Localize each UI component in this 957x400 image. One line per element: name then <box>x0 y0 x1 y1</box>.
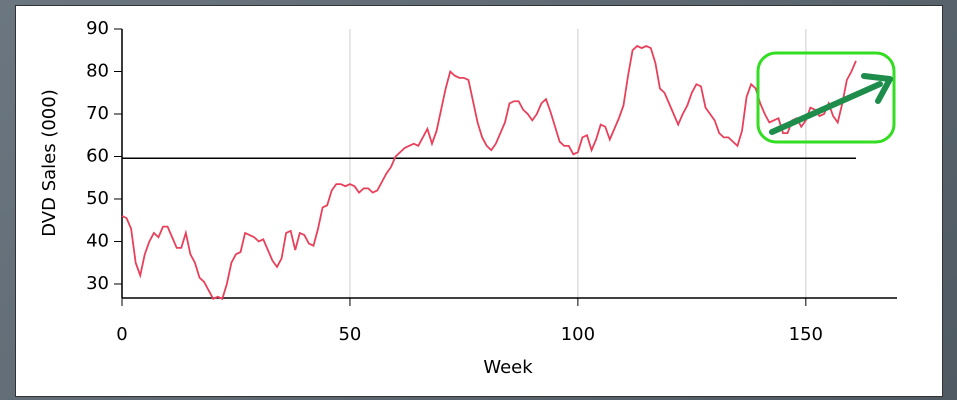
y-tick-label: 30 <box>86 273 109 294</box>
x-tick-label: 100 <box>561 324 595 345</box>
x-tick-label: 0 <box>116 324 127 345</box>
y-axis-title: DVD Sales (000) <box>39 89 60 236</box>
y-tick-label: 50 <box>86 188 109 209</box>
data-line <box>121 44 857 301</box>
y-tick-label: 80 <box>86 60 109 81</box>
highlight-box <box>756 51 896 144</box>
y-tick-label: 90 <box>86 18 109 39</box>
y-tick-label: 40 <box>86 230 109 251</box>
x-tick-label: 50 <box>338 324 361 345</box>
y-tick-label: 70 <box>86 103 109 124</box>
x-tick-label: 150 <box>789 324 823 345</box>
x-axis-title: Week <box>483 357 533 378</box>
y-tick-label: 60 <box>86 145 109 166</box>
trend-arrow <box>769 81 883 135</box>
chart-panel <box>15 5 943 397</box>
trend-arrow-head <box>861 73 893 104</box>
